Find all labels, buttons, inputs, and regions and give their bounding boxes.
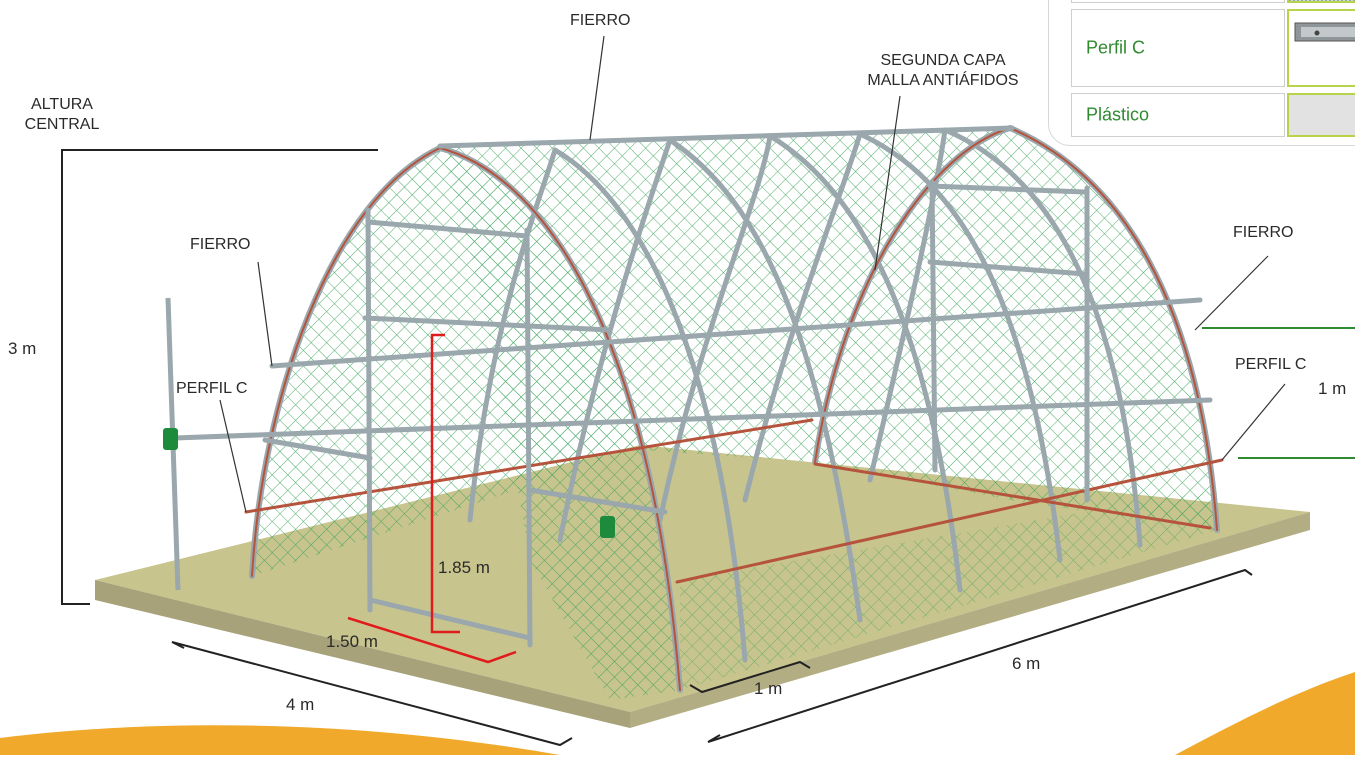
label-segunda-capa: SEGUNDA CAPA <box>880 52 1006 69</box>
label-fierro-top: FIERRO <box>570 12 631 29</box>
inner-arches <box>467 127 1143 663</box>
dimension-width: 4 m <box>286 695 315 714</box>
label-central: CENTRAL <box>24 116 100 133</box>
orange-swoosh-right <box>1175 672 1355 755</box>
legend-row-plastico: Plástico <box>1071 93 1285 137</box>
legend-swatch-perfil-c <box>1287 9 1355 87</box>
legend-row-perfil-c: Perfil C <box>1071 9 1285 87</box>
door-dimension-lines <box>347 333 517 664</box>
legend-swatch-top <box>1287 0 1355 3</box>
door-latch-left-icon <box>163 428 178 450</box>
dimension-spacing-front: 1 m <box>754 679 783 698</box>
label-fierro-left: FIERRO <box>190 236 251 253</box>
dimension-height: 3 m <box>8 339 37 358</box>
legend-swatch-plastico <box>1287 93 1355 137</box>
label-perfil-right: PERFIL C <box>1235 356 1307 373</box>
label-fierro-right: FIERRO <box>1233 224 1294 241</box>
dimension-door-height: 1.85 m <box>438 558 490 577</box>
legend-panel: Perfil C Plástico <box>1048 0 1355 146</box>
legend-row-top <box>1071 0 1285 3</box>
horizontal-pipes <box>172 125 1213 515</box>
mesh-cover <box>252 128 1217 700</box>
door-frame <box>365 179 1090 648</box>
dimension-length: 6 m <box>1012 654 1041 673</box>
leader-lines <box>219 35 1286 513</box>
orange-swoosh-left <box>0 725 560 755</box>
dimension-lines <box>61 149 1253 747</box>
label-perfil-left: PERFIL C <box>176 380 248 397</box>
dimension-spacing-right: 1 m <box>1318 379 1347 398</box>
label-altura: ALTURA <box>31 96 93 113</box>
label-malla: MALLA ANTIÁFIDOS <box>867 72 1019 89</box>
door-latch-right-icon <box>600 516 615 538</box>
dimension-door-width: 1.50 m <box>326 632 378 651</box>
perfil-c-icon <box>1294 22 1355 42</box>
legend-label-perfil-c: Perfil C <box>1086 37 1146 58</box>
legend-label-plastico: Plástico <box>1086 104 1150 125</box>
